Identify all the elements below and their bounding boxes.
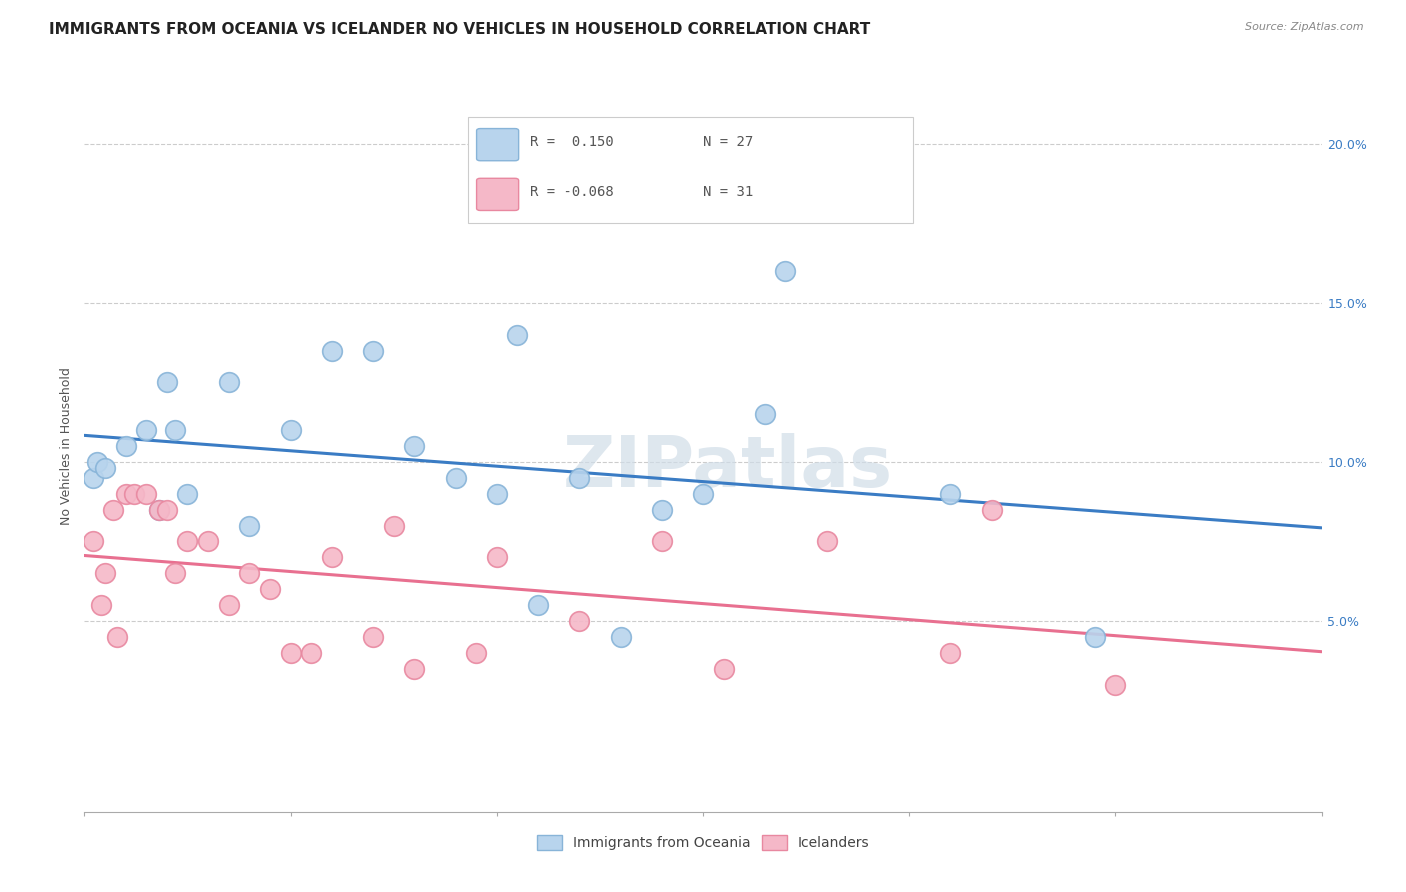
Point <box>148 502 170 516</box>
Point <box>775 264 797 278</box>
FancyBboxPatch shape <box>477 128 519 161</box>
Point <box>361 630 384 644</box>
Point <box>815 534 838 549</box>
Point <box>321 343 343 358</box>
Point <box>176 486 198 500</box>
Point <box>135 486 157 500</box>
Legend: Immigrants from Oceania, Icelanders: Immigrants from Oceania, Icelanders <box>531 830 875 856</box>
Point <box>321 550 343 565</box>
Point <box>82 471 104 485</box>
Point <box>238 566 260 581</box>
Text: N = 31: N = 31 <box>703 186 754 199</box>
Point <box>103 502 125 516</box>
Point <box>218 376 240 390</box>
Point <box>568 471 591 485</box>
Point <box>156 376 179 390</box>
FancyBboxPatch shape <box>468 117 914 223</box>
Point <box>980 502 1002 516</box>
Text: R =  0.150: R = 0.150 <box>530 136 613 150</box>
Point <box>651 502 673 516</box>
Text: Source: ZipAtlas.com: Source: ZipAtlas.com <box>1246 22 1364 32</box>
Point <box>218 598 240 612</box>
Point <box>609 630 631 644</box>
Point <box>176 534 198 549</box>
Point <box>259 582 281 596</box>
Point <box>299 646 322 660</box>
Point <box>754 407 776 421</box>
Point <box>404 439 426 453</box>
Text: N = 27: N = 27 <box>703 136 754 150</box>
Text: ZIPatlas: ZIPatlas <box>562 434 893 502</box>
Point <box>94 566 117 581</box>
Point <box>361 343 384 358</box>
Point <box>280 646 302 660</box>
Point <box>148 502 170 516</box>
Point <box>651 534 673 549</box>
Point <box>238 518 260 533</box>
Point <box>1084 630 1107 644</box>
Point <box>94 461 117 475</box>
Point <box>1104 677 1126 691</box>
Point <box>939 486 962 500</box>
Point <box>939 646 962 660</box>
Point <box>382 518 405 533</box>
Text: R = -0.068: R = -0.068 <box>530 186 613 199</box>
Y-axis label: No Vehicles in Household: No Vehicles in Household <box>60 368 73 524</box>
Point <box>165 566 187 581</box>
Point <box>280 423 302 437</box>
Point <box>713 662 735 676</box>
Point <box>156 502 179 516</box>
Point <box>197 534 219 549</box>
Point <box>506 327 529 342</box>
Point <box>485 550 508 565</box>
Point <box>485 486 508 500</box>
Point <box>114 439 136 453</box>
Point <box>692 486 714 500</box>
Point <box>404 662 426 676</box>
Point <box>114 486 136 500</box>
Point <box>444 471 467 485</box>
Point <box>105 630 128 644</box>
Point <box>568 614 591 628</box>
Point <box>82 534 104 549</box>
Point <box>465 646 488 660</box>
FancyBboxPatch shape <box>477 178 519 211</box>
Point <box>122 486 145 500</box>
Point <box>527 598 550 612</box>
Point <box>90 598 112 612</box>
Point <box>165 423 187 437</box>
Point <box>86 455 108 469</box>
Point <box>135 423 157 437</box>
Text: IMMIGRANTS FROM OCEANIA VS ICELANDER NO VEHICLES IN HOUSEHOLD CORRELATION CHART: IMMIGRANTS FROM OCEANIA VS ICELANDER NO … <box>49 22 870 37</box>
